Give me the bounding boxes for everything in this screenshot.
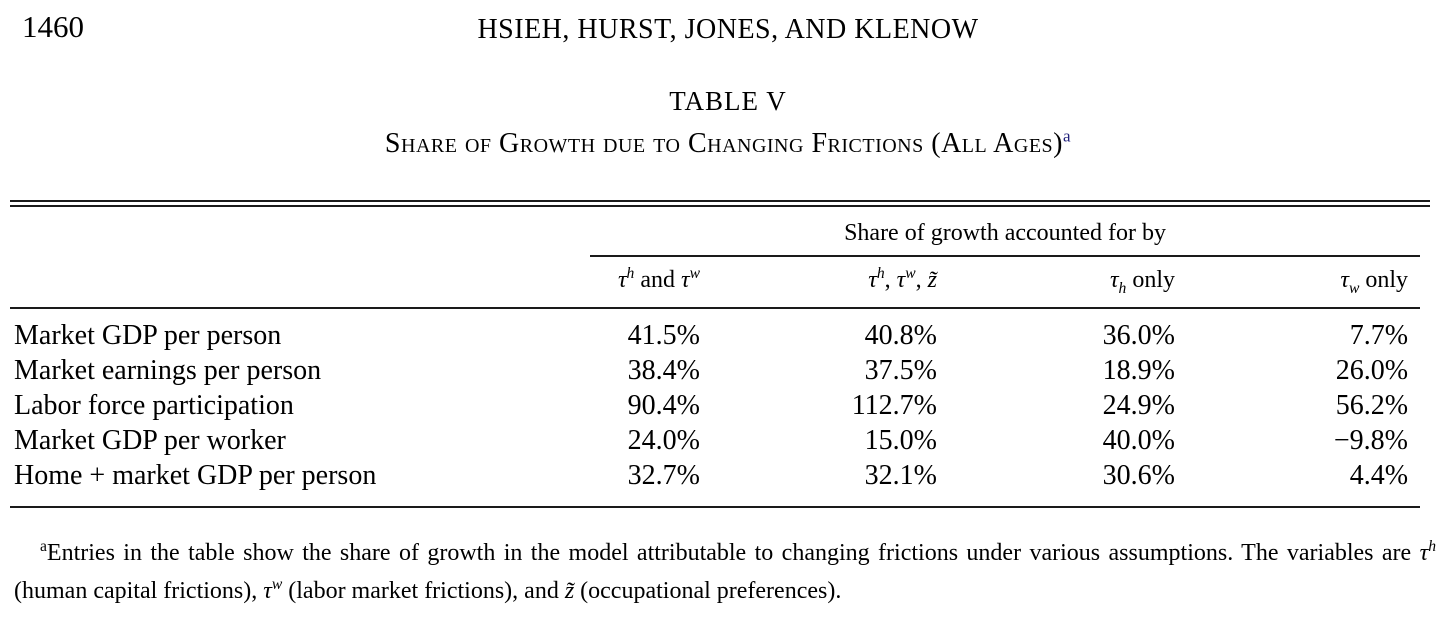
row-label: Market earnings per person [14, 355, 322, 386]
row-label: Home + market GDP per person [14, 460, 377, 491]
spanner-spacer [10, 207, 590, 256]
table-body: Market GDP per person 41.5% 40.8% 36.0% 7.7%… [10, 308, 1420, 507]
row-label: Market GDP per worker [14, 425, 286, 456]
value-cell: 41.5% [627, 320, 700, 351]
table-row: Market earnings per person 38.4% 37.5% 18.9… [10, 353, 1420, 388]
table-row: Market GDP per person 41.5% 40.8% 36.0% 7.7% [10, 308, 1420, 353]
value-cell: 37.5% [864, 355, 937, 386]
value-cell: 56.2% [1335, 390, 1409, 421]
value-cell: 30.6% [1102, 460, 1175, 491]
column-header-row: τh and τw τh, τw, z̃ τh only τw only [10, 256, 1421, 309]
value-cell: 40.8% [864, 320, 937, 351]
table-label: TABLE V [669, 86, 787, 116]
value-cell: 24.0% [627, 425, 700, 456]
caption-note-mark[interactable]: a [1063, 126, 1072, 146]
running-head: HSIEH, HURST, JONES, AND KLENOW [477, 14, 979, 45]
value-cell: 7.7% [1349, 320, 1409, 351]
value-cell: 32.7% [627, 460, 700, 491]
value-cell: 26.0% [1335, 355, 1409, 386]
row-label: Labor force participation [14, 390, 294, 421]
page-number: 1460 [22, 9, 84, 44]
value-cell: 15.0% [864, 425, 937, 456]
table-row: Labor force participation 90.4% 112.7% 24.9… [10, 388, 1420, 423]
table-footnote: aEntries in the table show the share of … [14, 538, 1436, 604]
value-cell: 38.4% [627, 355, 700, 386]
table-top-rule [10, 200, 1430, 207]
value-cell: 4.4% [1349, 460, 1409, 491]
spanner-label: Share of growth accounted for by [590, 207, 1421, 257]
table-row: Market GDP per worker 24.0% 15.0% 40.0% −9.8… [10, 423, 1420, 458]
stub-header [10, 256, 590, 309]
value-cell: 18.9% [1102, 355, 1175, 386]
column-header-tau-w-only: τw only [1175, 256, 1421, 309]
column-header-tau-h-tau-w-z: τh, τw, z̃ [700, 256, 937, 309]
column-header-tau-h-and-tau-w: τh and τw [590, 256, 700, 309]
table-caption-text: Share of Growth due to Changing Friction… [384, 128, 1064, 159]
value-cell: 112.7% [851, 390, 937, 421]
data-table: Share of growth accounted for by τh and … [10, 207, 1421, 508]
column-header-tau-h-only: τh only [937, 256, 1175, 309]
value-cell: 36.0% [1102, 320, 1175, 351]
value-cell: 40.0% [1102, 425, 1175, 456]
value-cell: 90.4% [627, 390, 700, 421]
table-row: Home + market GDP per person 32.7% 32.1% 30… [10, 458, 1420, 507]
value-cell: −9.8% [1333, 425, 1409, 456]
value-cell: 24.9% [1102, 390, 1175, 421]
value-cell: 32.1% [864, 460, 937, 491]
table-caption: Share of Growth due to Changing Friction… [0, 128, 1456, 160]
spanner-row: Share of growth accounted for by [10, 207, 1421, 257]
row-label: Market GDP per person [14, 320, 282, 351]
